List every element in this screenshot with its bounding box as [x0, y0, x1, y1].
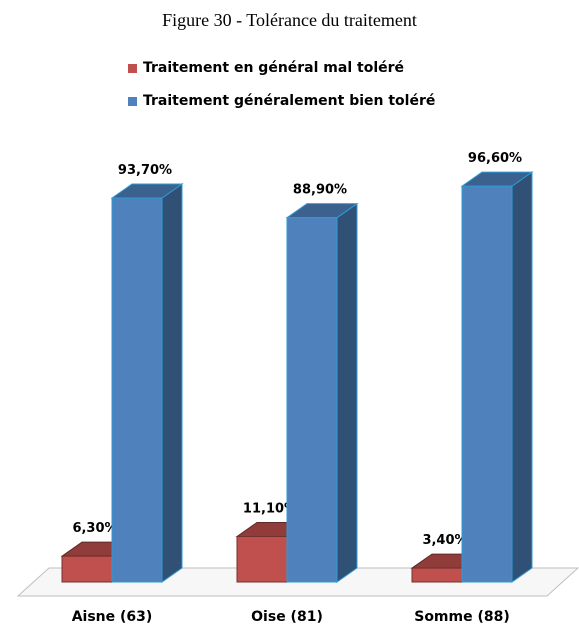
bar-bien-tolere-0: [110, 183, 184, 583]
figure-title: Figure 30 - Tolérance du traitement: [162, 10, 417, 30]
data-label-mal-tolere-1: 11,10%: [243, 502, 297, 517]
data-label-bien-tolere-1: 88,90%: [293, 183, 347, 198]
category-label-0: Aisne (63): [72, 609, 153, 625]
bar-bien-tolere-1: [285, 202, 359, 583]
category-label-1: Oise (81): [251, 609, 323, 625]
legend-swatch-bien-tolere: [128, 96, 137, 106]
legend-label-bien-tolere: Traitement généralement bien toléré: [143, 93, 436, 109]
chart-legend: Traitement en général mal toléré Traitem…: [128, 56, 435, 122]
category-label-2: Somme (88): [414, 609, 510, 625]
legend-item-mal-tolere: Traitement en général mal toléré: [128, 56, 435, 80]
data-label-mal-tolere-2: 3,40%: [422, 533, 467, 548]
legend-item-bien-tolere: Traitement généralement bien toléré: [128, 89, 435, 113]
legend-swatch-mal-tolere: [128, 63, 137, 73]
data-label-bien-tolere-0: 93,70%: [118, 163, 172, 178]
bar-bien-tolere-2: [460, 171, 534, 583]
data-label-mal-tolere-0: 6,30%: [72, 521, 117, 536]
legend-label-mal-tolere: Traitement en général mal toléré: [143, 60, 405, 76]
data-label-bien-tolere-2: 96,60%: [468, 151, 522, 166]
